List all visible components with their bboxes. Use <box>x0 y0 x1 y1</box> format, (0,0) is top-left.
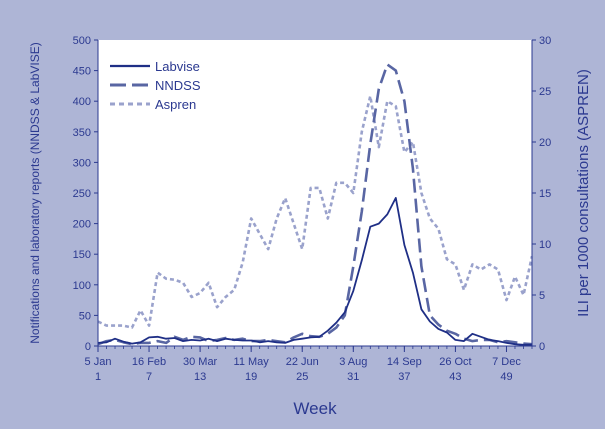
x-tick-date-label: 5 Jan <box>85 356 112 368</box>
x-axis-title: Week <box>293 399 337 418</box>
y-left-tick-label: 350 <box>73 127 91 139</box>
x-tick-date-label: 26 Oct <box>439 356 471 368</box>
axes-layer: 0 50 100 150 200 250 300 350 400 450 500 0 5 10 15 20 25… <box>73 35 552 383</box>
y-left-tick-label: 0 <box>85 341 91 353</box>
y-right-tick-label: 10 <box>539 239 551 251</box>
x-tick-week-label: 13 <box>194 371 206 383</box>
y-right-tick-label: 0 <box>539 341 545 353</box>
x-tick-week-label: 25 <box>296 371 308 383</box>
series-layer <box>97 63 534 346</box>
y-left-tick-label: 500 <box>73 35 91 47</box>
x-tick-week-label: 7 <box>146 371 152 383</box>
x-tick-date-label: 30 Mar <box>183 356 218 368</box>
y-left-tick-label: 450 <box>73 66 91 78</box>
x-tick-date-label: 3 Aug <box>339 356 367 368</box>
y-right-tick-label: 25 <box>539 86 551 98</box>
legend-label-aspren: Aspren <box>155 97 196 112</box>
y-right-tick-label: 20 <box>539 137 551 149</box>
x-tick-week-label: 1 <box>95 371 101 383</box>
series-line-labvise <box>97 196 532 346</box>
x-tick-week-label: 37 <box>398 371 410 383</box>
legend-label-labvise: Labvise <box>155 59 200 74</box>
x-tick-date-label: 11 May <box>234 356 270 368</box>
x-tick-week-label: 49 <box>500 371 512 383</box>
y-left-tick-label: 100 <box>73 280 91 292</box>
legend-label-nndss: NNDSS <box>155 78 201 93</box>
y-right-tick-label: 30 <box>539 35 551 47</box>
y-axis-right-title: ILI per 1000 consultations (ASPREN) <box>575 69 592 317</box>
x-tick-date-label: 7 Dec <box>492 356 521 368</box>
y-left-tick-label: 300 <box>73 157 91 169</box>
y-right-tick-label: 15 <box>539 188 551 200</box>
y-left-tick-label: 400 <box>73 96 91 108</box>
x-tick-week-label: 31 <box>347 371 359 383</box>
y-left-tick-label: 150 <box>73 249 91 261</box>
plot-area <box>98 40 532 346</box>
y-left-tick-label: 50 <box>79 310 91 322</box>
x-tick-week-label: 19 <box>245 371 257 383</box>
y-left-tick-label: 200 <box>73 219 91 231</box>
x-tick-date-label: 22 Jun <box>286 356 319 368</box>
series-line-aspren <box>97 94 534 329</box>
legend: Labvise NNDSS Aspren <box>110 59 201 112</box>
y-right-tick-label: 5 <box>539 290 545 302</box>
x-tick-week-label: 43 <box>449 371 461 383</box>
y-axis-left-title: Notifications and laboratory reports (NN… <box>28 42 42 343</box>
x-tick-date-label: 14 Sep <box>387 356 422 368</box>
y-left-tick-label: 250 <box>73 188 91 200</box>
x-tick-date-label: 16 Feb <box>132 356 166 368</box>
